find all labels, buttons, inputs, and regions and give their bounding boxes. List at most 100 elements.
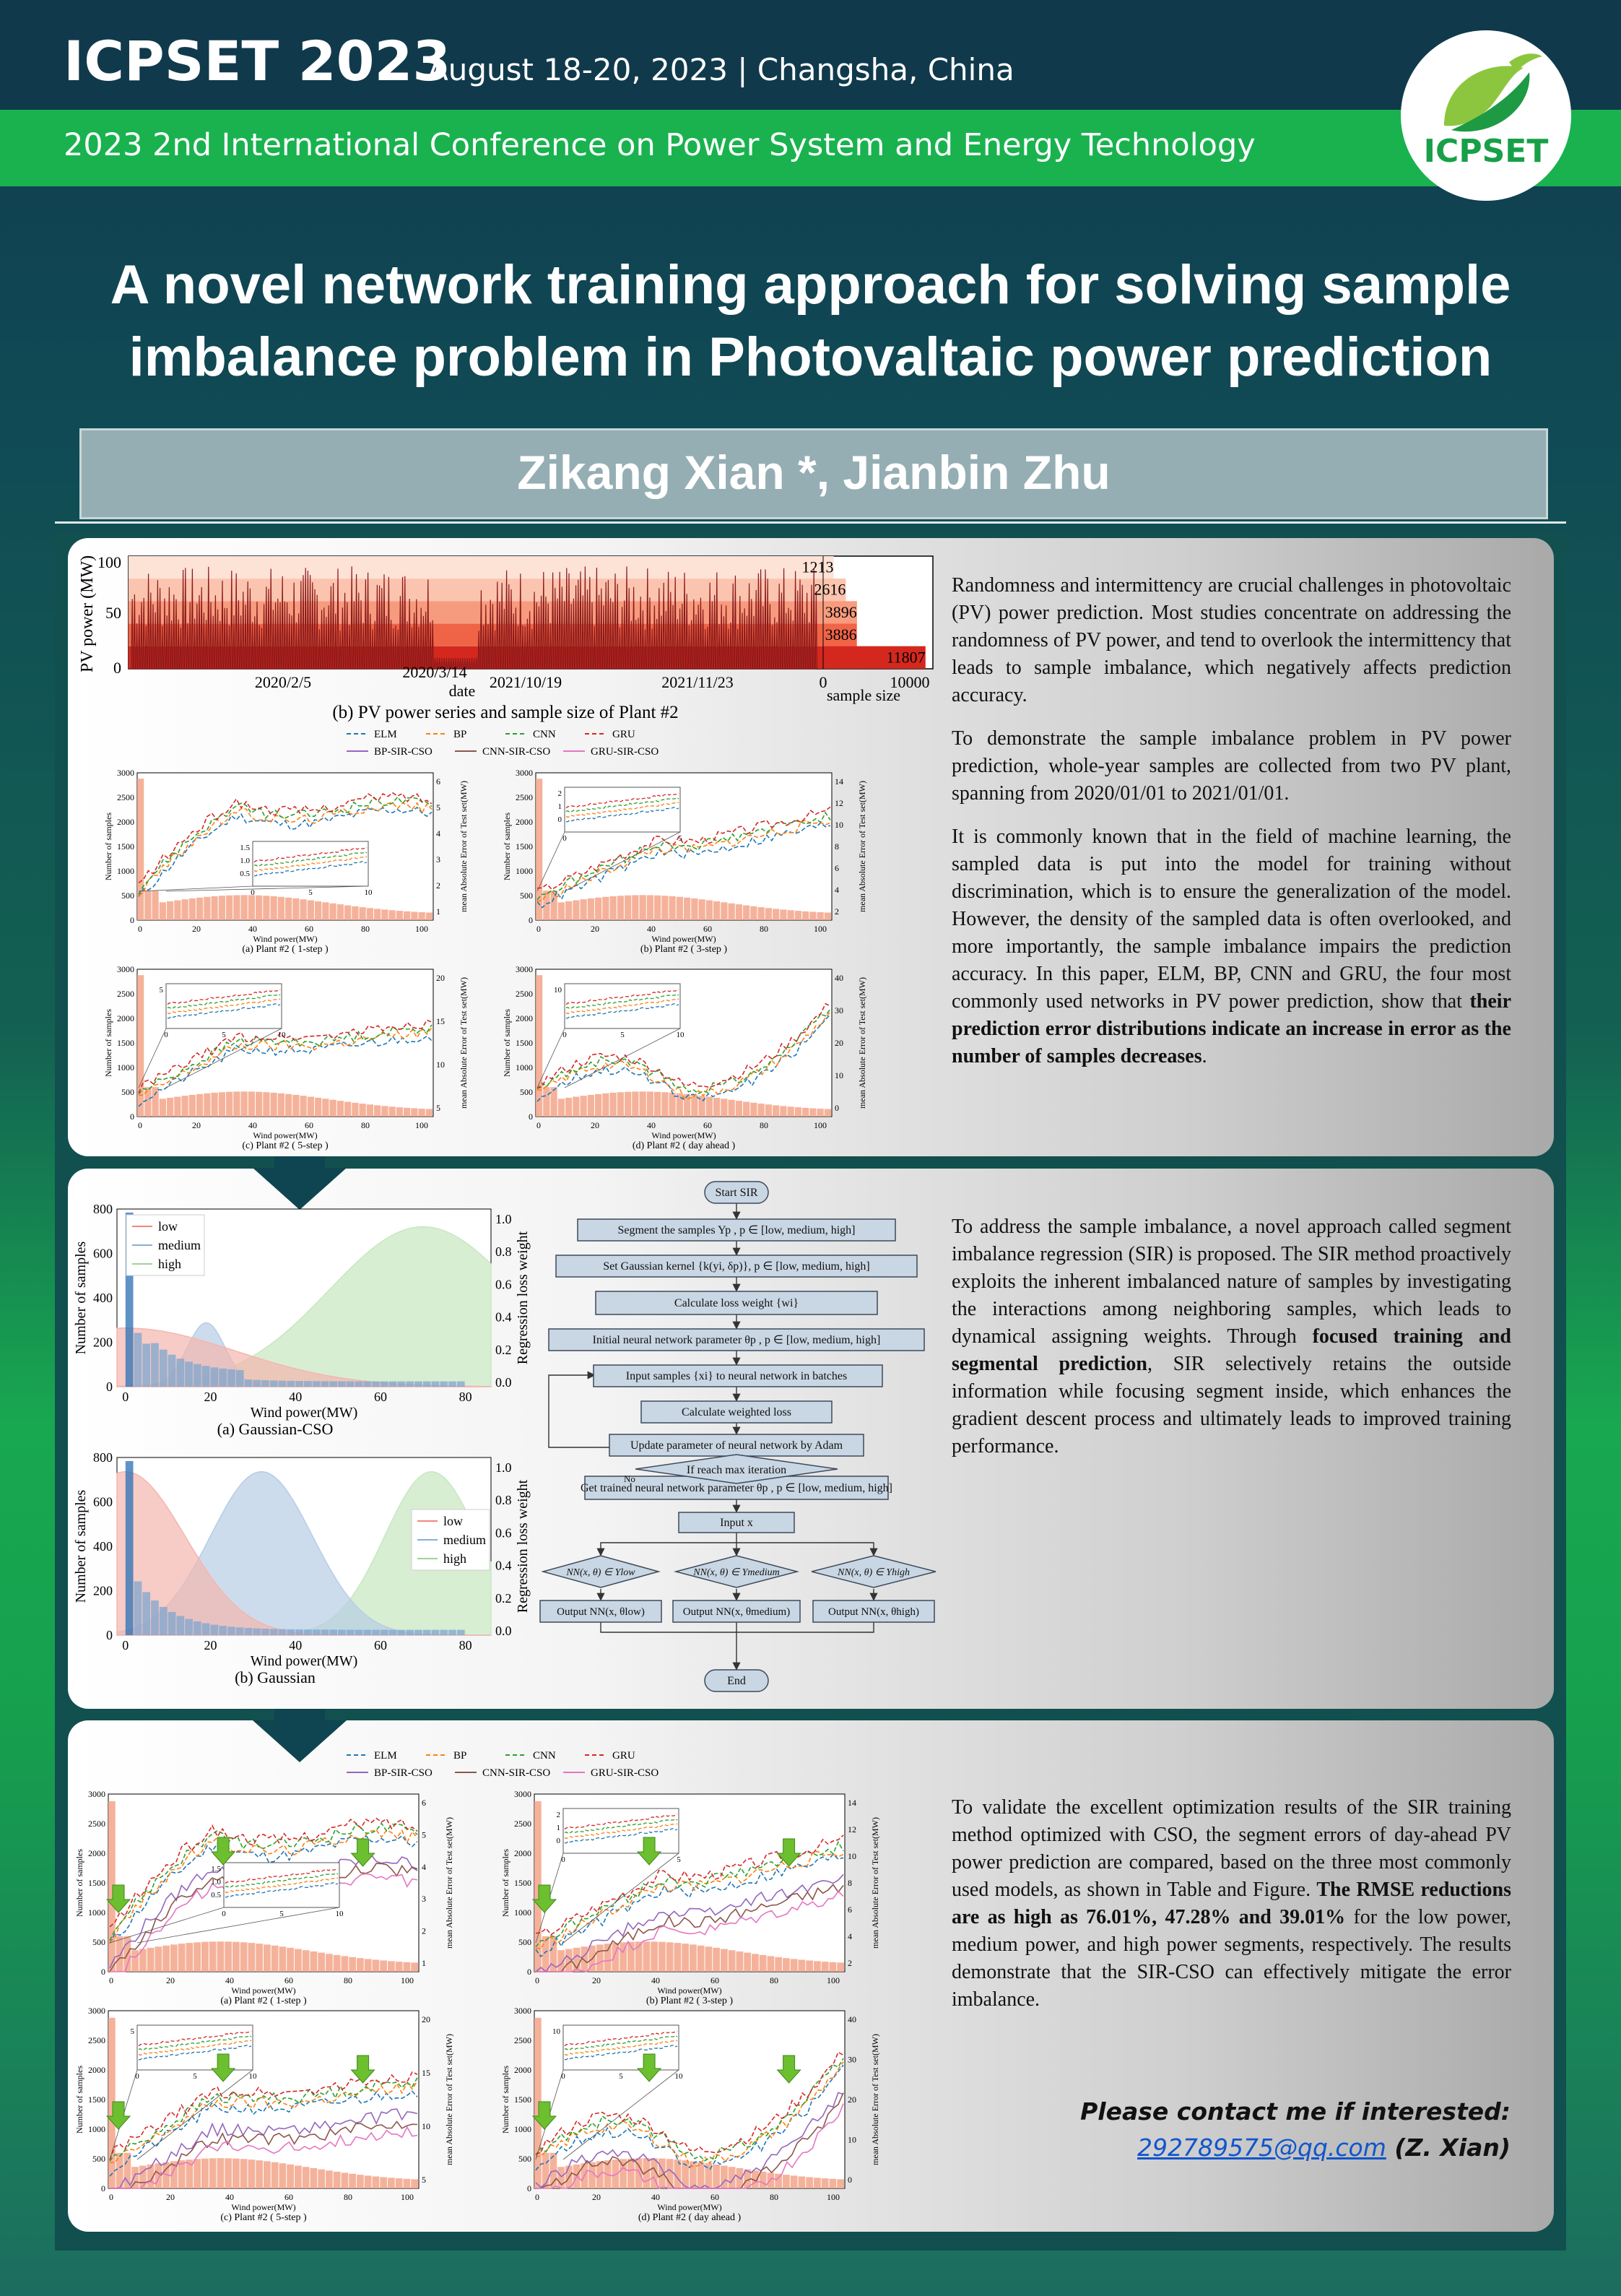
inset-xtick: 0 <box>561 1855 565 1864</box>
right-ytick: 12 <box>848 1824 856 1834</box>
error-series-line <box>110 2126 418 2189</box>
section3-bold: The RMSE reductions are as high as 76.01… <box>952 1879 1511 1928</box>
model-legend-1: ELM BP CNN GRU BP-SIR-CSO CNN-SIR-CSO GRU-SIR-… <box>347 729 659 758</box>
right-ytick: 5 <box>436 802 440 813</box>
sample-count-bar <box>557 902 565 920</box>
flow-no-label: No <box>624 1473 635 1484</box>
sample-count-bar <box>155 2163 162 2188</box>
right-ytick: 5 <box>422 2175 426 2185</box>
sample-count-bar <box>181 1096 188 1117</box>
right-ytick: 14 <box>835 776 843 787</box>
error-series-line <box>536 1008 831 1095</box>
sample-count-bar <box>534 1801 542 1972</box>
x-axis-label: Wind power(MW) <box>657 1985 721 1996</box>
legend-entry: CNN <box>533 1750 556 1762</box>
zoom-inset <box>252 841 369 887</box>
xtick: 60 <box>703 924 712 934</box>
sample-count-bar <box>397 1381 406 1387</box>
left-ytick: 3000 <box>88 2006 105 2016</box>
sample-count-bar <box>595 1093 602 1117</box>
sample-count-bar <box>806 1960 813 1972</box>
inset-xtick: 0 <box>561 2072 565 2081</box>
left-ytick: 2500 <box>117 792 134 802</box>
sample-count-bar <box>326 2170 333 2188</box>
sample-count-bar <box>218 1092 225 1117</box>
gauss-left-ytick: 200 <box>93 1584 113 1598</box>
sample-count-bar <box>456 1381 465 1387</box>
right-ytick: 15 <box>436 1016 445 1026</box>
left-ytick: 3000 <box>514 2006 531 2016</box>
sample-count-bar <box>659 2158 666 2188</box>
gauss-legend-entry: high <box>158 1257 181 1271</box>
authors-box: Zikang Xian *, Jianbin Zhu <box>79 428 1548 519</box>
section3-text-a: To validate the excellent optimization r… <box>952 1796 1511 1901</box>
x-axis-label: Wind power(MW) <box>253 1130 317 1140</box>
sample-count-bar <box>817 1109 824 1117</box>
xtick: 80 <box>770 1975 778 1985</box>
left-ytick: 2500 <box>117 989 134 999</box>
flow-step-gaussian <box>555 1255 918 1278</box>
sample-count-bar <box>735 904 742 920</box>
legend-entry: GRU <box>612 729 635 740</box>
sample-count-bar <box>355 1381 363 1387</box>
sample-count-bar <box>794 911 801 920</box>
xtick: 60 <box>305 924 313 934</box>
inset-line <box>167 989 281 1005</box>
sample-count-bar <box>635 2158 643 2188</box>
sample-count-bar <box>542 1936 549 1972</box>
sample-count-bar <box>573 1947 581 1972</box>
flow-max-iter-text: If reach max iteration <box>687 1464 786 1476</box>
inset-ytick: 1 <box>558 802 562 811</box>
error-series-line <box>110 2120 418 2189</box>
sir-error-plot-1step: 1.51.00.50 5 10300025002000150010005000654… <box>74 1789 454 2006</box>
sample-count-bar <box>684 1093 691 1117</box>
gauss-right-ytick: 0.4 <box>495 1310 512 1325</box>
conference-full-name: 2023 2nd International Conference on Pow… <box>64 127 1256 163</box>
sample-count-bar <box>602 896 609 920</box>
right-ytick: 6 <box>422 1798 426 1808</box>
sample-count-bar <box>137 779 144 920</box>
sample-count-bar <box>646 895 653 920</box>
left-ytick: 2500 <box>516 792 533 802</box>
sample-count-bar <box>767 1956 775 1972</box>
xtick: 100 <box>401 2192 414 2202</box>
sample-count-bar <box>697 1945 705 1972</box>
improvement-arrow-icon <box>531 2101 557 2130</box>
sample-count-bar <box>595 897 602 920</box>
sample-size-bar <box>823 646 926 669</box>
sample-count-bar <box>765 1104 772 1117</box>
left-ytick: 2000 <box>117 817 134 827</box>
plot-caption: (a) Plant #2 ( 1-step ) <box>220 1996 307 2006</box>
gauss-xtick: 80 <box>459 1638 472 1652</box>
sample-count-bar <box>211 1092 218 1117</box>
flow-decision-high-text: NN(x, θ) ∈ Yhigh <box>837 1567 910 1578</box>
sample-count-bar <box>549 1936 557 1972</box>
sample-count-bar <box>295 1949 302 1972</box>
gauss-left-ytick: 200 <box>93 1335 113 1350</box>
sample-count-bar <box>425 1109 433 1117</box>
sample-count-bar <box>431 1629 440 1635</box>
error-series-line <box>109 2090 418 2177</box>
inset-connector <box>165 885 369 892</box>
gauss-xtick: 0 <box>122 1638 129 1652</box>
legend-entry: GRU-SIR-CSO <box>591 1767 659 1779</box>
xtick: 100 <box>827 2192 840 2202</box>
xtick: 100 <box>415 1120 428 1130</box>
sample-count-bar <box>587 1094 594 1117</box>
inset-ytick: 2 <box>557 1811 561 1819</box>
sample-count-bar <box>219 1368 227 1387</box>
sample-count-bar <box>139 2165 147 2188</box>
sample-count-bar <box>188 1094 196 1117</box>
sample-count-bar <box>542 2152 549 2188</box>
flow-output-low-text: Output NN(x, θlow) <box>557 1606 645 1618</box>
sample-count-bar <box>287 1629 295 1635</box>
sample-count-bar <box>403 2178 411 2188</box>
contact-email-link[interactable]: 292789575@qq.com <box>1137 2133 1386 2162</box>
flow-step-init <box>548 1328 925 1351</box>
sample-count-bar <box>721 1099 728 1117</box>
sample-count-bar <box>752 1954 759 1972</box>
sample-count-bar <box>142 1343 151 1387</box>
xtick: 80 <box>344 2192 352 2202</box>
gauss-right-ytick: 1.0 <box>495 1460 512 1475</box>
sample-count-bar <box>431 1381 440 1387</box>
